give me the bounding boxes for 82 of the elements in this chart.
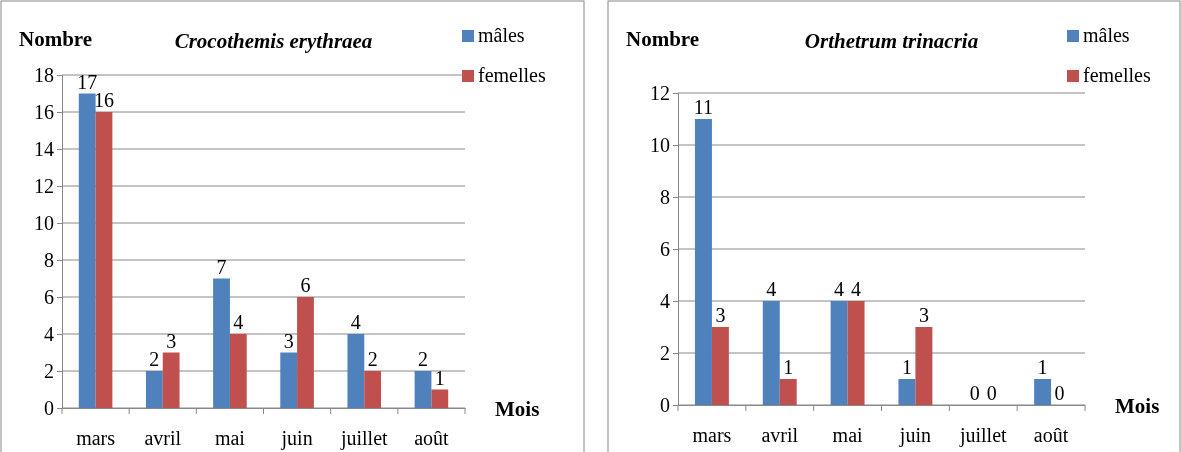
y-tick-label: 8 bbox=[660, 185, 670, 208]
y-tick-label: 8 bbox=[44, 248, 54, 271]
data-label: 1 bbox=[1037, 356, 1048, 378]
bar bbox=[711, 327, 729, 405]
bar bbox=[78, 93, 96, 408]
data-label: 4 bbox=[834, 278, 845, 300]
y-tick-label: 6 bbox=[660, 237, 670, 260]
data-label: 1 bbox=[434, 366, 445, 389]
data-label: 7 bbox=[216, 255, 227, 278]
data-label: 1 bbox=[783, 356, 794, 378]
y-tick-label: 4 bbox=[44, 322, 54, 345]
y-axis-title: Nombre bbox=[19, 27, 93, 51]
bar bbox=[898, 379, 916, 405]
data-label: 4 bbox=[350, 311, 361, 333]
y-tick-label: 4 bbox=[660, 289, 670, 312]
bar bbox=[162, 352, 180, 408]
x-axis-title: Mois bbox=[495, 397, 540, 421]
data-label: 2 bbox=[367, 348, 378, 370]
bar bbox=[364, 371, 382, 408]
legend-label: mâles bbox=[478, 24, 525, 46]
x-tick-label: mai bbox=[214, 427, 246, 449]
bar bbox=[229, 334, 247, 408]
x-tick-label: avril bbox=[761, 424, 799, 446]
chart-title: Orthetrum trinacria bbox=[804, 29, 979, 53]
data-label: 1 bbox=[901, 356, 912, 378]
data-label: 0 bbox=[986, 382, 997, 404]
y-tick-label: 10 bbox=[650, 133, 670, 156]
data-label: 2 bbox=[418, 348, 429, 370]
data-label: 2 bbox=[149, 348, 160, 370]
x-axis-title: Mois bbox=[1115, 394, 1160, 418]
y-tick-label: 12 bbox=[34, 174, 54, 197]
bar bbox=[297, 297, 314, 408]
data-label: 3 bbox=[166, 329, 177, 352]
data-label: 11 bbox=[693, 96, 714, 118]
y-tick-label: 16 bbox=[34, 100, 54, 123]
bar bbox=[694, 119, 712, 405]
bar bbox=[431, 389, 449, 408]
bar bbox=[95, 112, 113, 408]
y-tick-label: 0 bbox=[44, 396, 54, 419]
data-label: 6 bbox=[300, 274, 311, 296]
y-tick-label: 6 bbox=[44, 285, 54, 308]
x-tick-label: mai bbox=[832, 424, 864, 446]
data-label: 4 bbox=[851, 278, 862, 300]
x-tick-label: août bbox=[1033, 424, 1069, 446]
x-tick-label: juillet bbox=[339, 427, 389, 450]
y-tick-label: 10 bbox=[34, 211, 54, 234]
bar bbox=[915, 327, 933, 405]
bar bbox=[414, 371, 432, 408]
x-tick-label: mars bbox=[76, 427, 116, 449]
data-label: 3 bbox=[283, 329, 294, 352]
x-tick-label: avril bbox=[144, 427, 182, 449]
bar bbox=[830, 301, 848, 405]
legend-label: femelles bbox=[1083, 64, 1151, 86]
bar bbox=[847, 301, 865, 405]
bar bbox=[280, 352, 298, 408]
data-label: 4 bbox=[233, 311, 244, 333]
legend-label: femelles bbox=[478, 64, 546, 86]
y-tick-label: 12 bbox=[650, 81, 670, 104]
y-tick-label: 2 bbox=[44, 359, 54, 382]
chart-title: Crocothemis erythraea bbox=[174, 29, 373, 53]
bar bbox=[145, 371, 163, 408]
legend-label: mâles bbox=[1083, 24, 1130, 46]
y-tick-label: 18 bbox=[34, 63, 54, 86]
y-axis-title: Nombre bbox=[626, 27, 700, 51]
x-tick-label: juin bbox=[280, 427, 313, 450]
data-label: 0 bbox=[969, 382, 980, 404]
data-label: 0 bbox=[1054, 382, 1065, 404]
x-tick-label: mars bbox=[692, 424, 732, 446]
y-tick-label: 0 bbox=[660, 393, 670, 416]
data-label: 4 bbox=[766, 278, 777, 300]
bar bbox=[213, 278, 230, 408]
data-label: 3 bbox=[918, 304, 929, 326]
bar bbox=[347, 334, 365, 408]
bar bbox=[779, 379, 797, 405]
data-label: 3 bbox=[715, 304, 726, 326]
bar bbox=[762, 301, 780, 405]
x-tick-label: juillet bbox=[958, 424, 1008, 447]
y-tick-label: 2 bbox=[660, 341, 670, 364]
bar bbox=[1034, 379, 1052, 405]
y-tick-label: 14 bbox=[34, 137, 54, 160]
x-tick-label: août bbox=[414, 427, 450, 449]
x-tick-label: juin bbox=[898, 424, 931, 447]
